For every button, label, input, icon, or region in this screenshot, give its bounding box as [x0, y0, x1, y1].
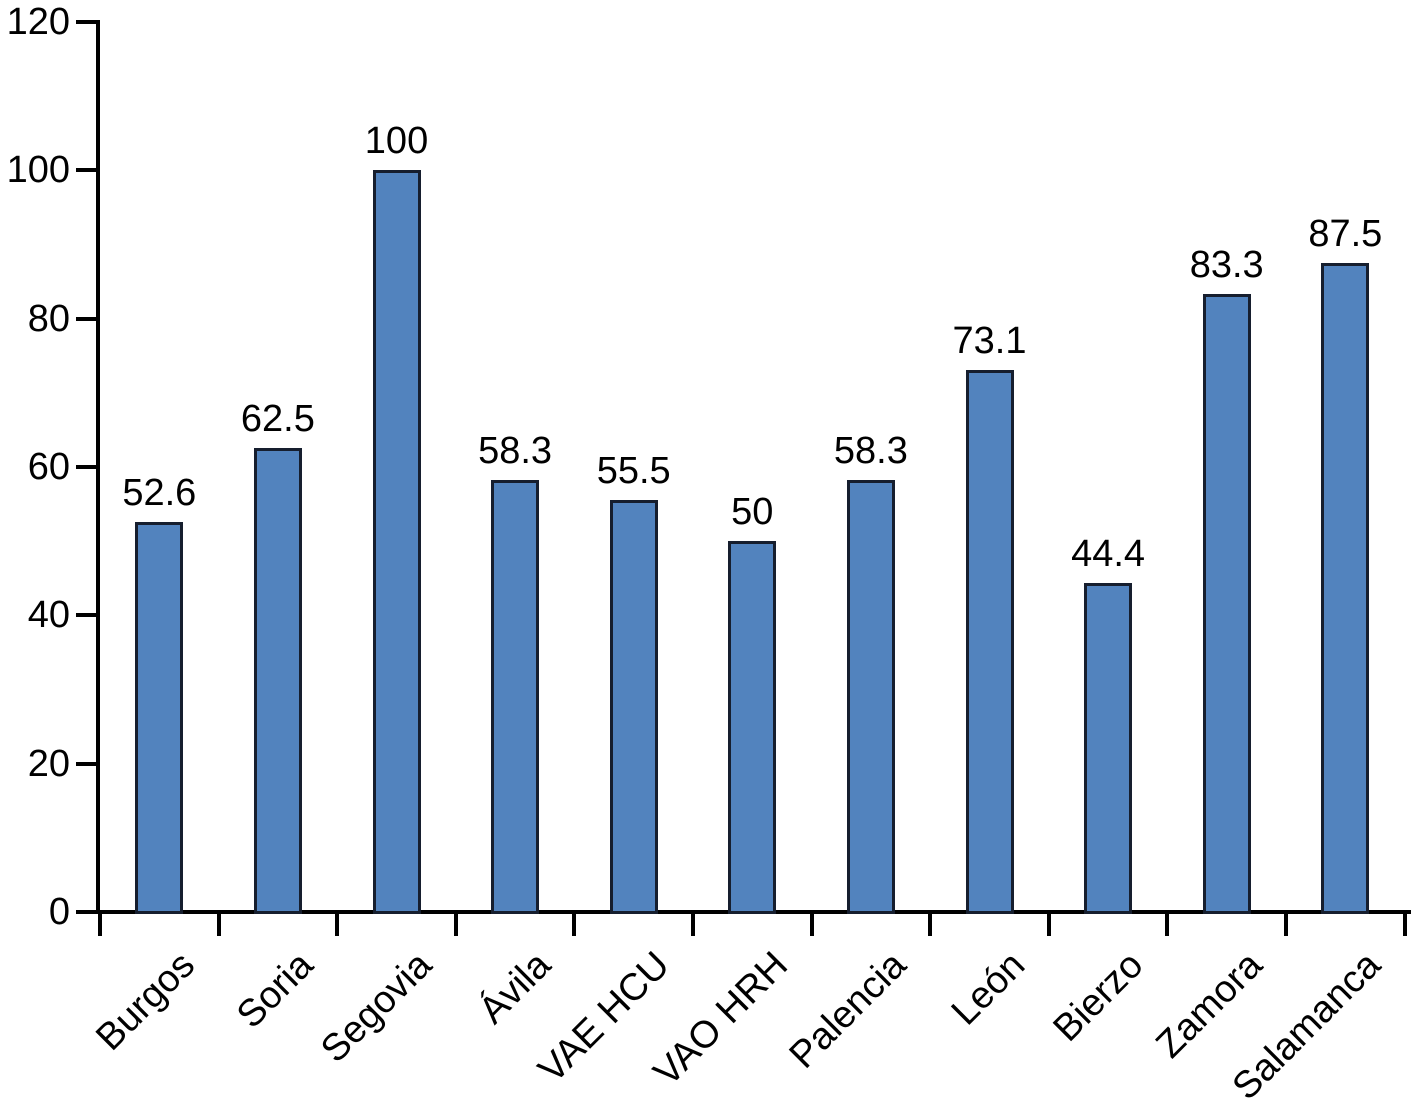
- bar-value-label: 52.6: [122, 471, 197, 514]
- x-axis-tick: [572, 912, 577, 936]
- y-axis-tick-label: 60: [27, 446, 70, 488]
- bar-value-label: 58.3: [833, 429, 908, 472]
- x-axis-category-label: Ávila: [470, 944, 559, 1032]
- y-axis-tick-label: 40: [27, 594, 70, 637]
- bar: [372, 170, 421, 914]
- y-axis-tick-label: 80: [27, 297, 70, 340]
- x-axis-tick: [453, 912, 458, 936]
- bar-value-label: 73.1: [952, 319, 1027, 362]
- y-axis-tick: [76, 168, 96, 173]
- y-axis-tick-label: 100: [6, 149, 70, 192]
- bar: [491, 479, 540, 914]
- y-axis-tick-label: 20: [27, 742, 70, 785]
- bar: [135, 521, 184, 914]
- x-axis-tick: [928, 912, 933, 936]
- x-axis-tick: [1046, 912, 1051, 936]
- bar-value-label: 44.4: [1071, 532, 1146, 575]
- bar-value-label: 100: [364, 120, 429, 163]
- bar: [728, 541, 777, 914]
- bar-value-label: 83.3: [1189, 244, 1264, 287]
- bar: [609, 500, 658, 914]
- x-axis-tick: [98, 912, 102, 936]
- bar-value-label: 58.3: [478, 429, 553, 472]
- x-axis-tick: [216, 912, 221, 936]
- bar: [846, 479, 895, 914]
- x-axis-tick: [809, 912, 814, 936]
- x-axis-tick: [1402, 912, 1407, 936]
- y-axis-tick-label: 120: [6, 1, 70, 43]
- y-axis-tick: [76, 613, 96, 618]
- x-axis-category-label: Bierzo: [1045, 944, 1152, 1050]
- x-axis-category-label: Soria: [229, 944, 322, 1037]
- bar-value-label: 62.5: [240, 398, 315, 441]
- x-axis-category-label: León: [943, 944, 1034, 1034]
- x-axis-tick: [691, 912, 695, 936]
- x-axis-category-label: Burgos: [88, 944, 204, 1059]
- bar: [1202, 294, 1251, 914]
- bar: [253, 448, 302, 914]
- y-axis-line: [96, 20, 100, 914]
- bar-value-label: 55.5: [596, 450, 671, 493]
- x-axis-tick: [1284, 912, 1288, 936]
- bar: [1084, 582, 1133, 914]
- bar: [965, 369, 1014, 914]
- x-axis-category-label: Segovia: [313, 944, 441, 1071]
- bar-value-label: 87.5: [1308, 213, 1383, 256]
- x-axis-tick: [1165, 912, 1170, 936]
- y-axis-tick: [76, 761, 96, 766]
- y-axis-tick: [76, 20, 96, 24]
- y-axis-tick: [76, 316, 96, 321]
- x-axis-category-label: Zamora: [1148, 944, 1271, 1067]
- bar-value-label: 50: [731, 491, 774, 534]
- y-axis-tick-label: 0: [48, 891, 70, 933]
- y-axis-tick: [76, 465, 96, 469]
- bar: [1321, 263, 1370, 914]
- x-axis-tick: [335, 912, 340, 936]
- y-axis-tick: [76, 910, 96, 914]
- x-axis-category-label: Palencia: [781, 944, 915, 1077]
